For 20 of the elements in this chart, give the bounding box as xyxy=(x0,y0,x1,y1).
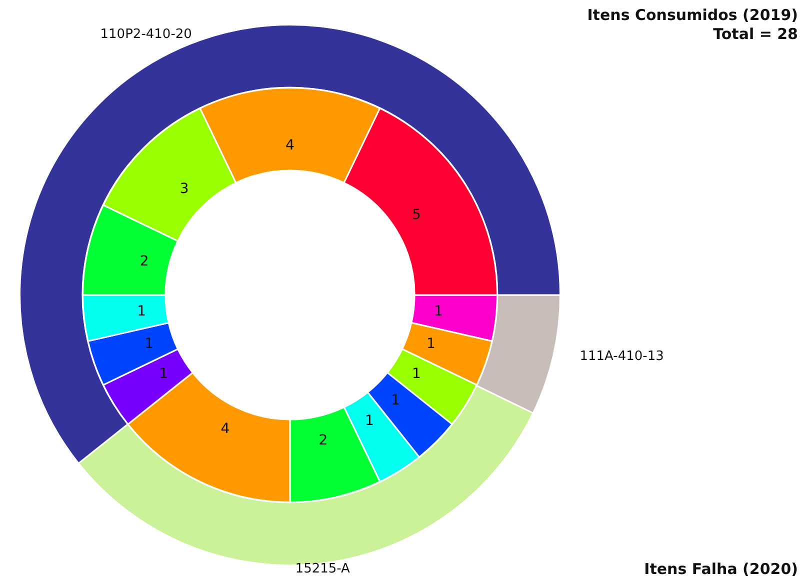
data-label: 1 xyxy=(159,366,168,382)
data-label: 1 xyxy=(426,336,436,352)
data-label: 1 xyxy=(434,303,443,320)
data-label: 4 xyxy=(286,137,295,154)
slice-label: 110P2-410-20 xyxy=(100,27,192,42)
data-label: 2 xyxy=(140,253,149,270)
text: Total = 28 xyxy=(713,25,798,43)
data-label: 5 xyxy=(412,207,421,224)
data-label: 2 xyxy=(318,432,328,448)
data-label: 1 xyxy=(144,336,154,352)
chart-title: Itens Consumidos (2019) xyxy=(587,6,798,24)
data-label: 1 xyxy=(137,303,146,320)
text: Itens Falha (2020) xyxy=(644,560,798,578)
data-label: 1 xyxy=(391,392,400,408)
slice-label: 111A-410-13 xyxy=(580,349,664,364)
data-label: 1 xyxy=(412,366,421,382)
data-label: 3 xyxy=(180,181,189,198)
slice-label: 15215-A xyxy=(295,561,350,576)
data-label: 1 xyxy=(365,413,374,430)
data-label: 4 xyxy=(220,421,230,438)
